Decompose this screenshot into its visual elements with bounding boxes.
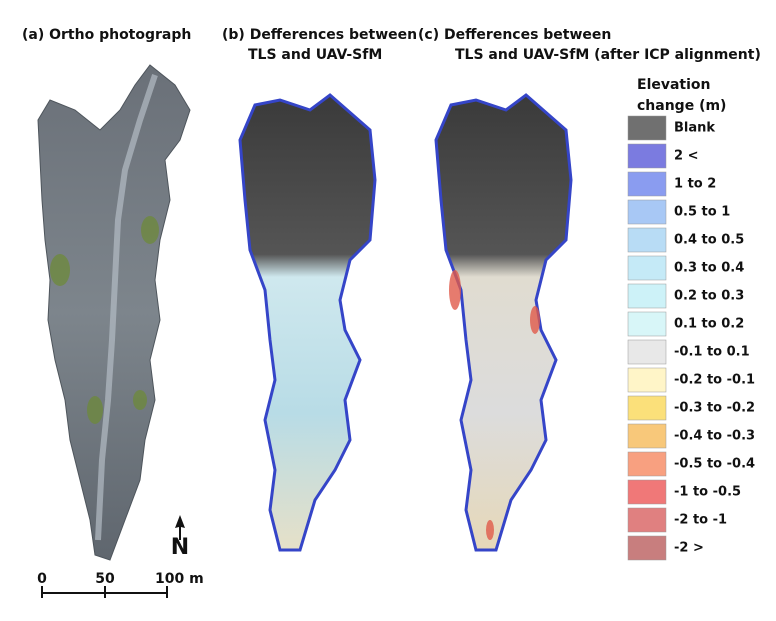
legend-label: -1 to -0.5: [674, 485, 741, 500]
legend-label: 1 to 2: [674, 177, 716, 192]
scale-label: 0: [37, 571, 47, 587]
legend-label: 0.1 to 0.2: [674, 317, 744, 332]
difference-map-icp: [434, 93, 573, 552]
legend-label: -0.3 to -0.2: [674, 401, 755, 416]
legend-swatch: [627, 367, 667, 393]
panel-title: (c) Defferences between: [418, 27, 611, 43]
erosion-spots: [449, 270, 540, 540]
legend-swatch: [627, 507, 667, 533]
legend-swatch: [627, 423, 667, 449]
legend-swatch: [627, 535, 667, 561]
panel-title: TLS and UAV-SfM: [248, 47, 382, 63]
ortho-vegetation: [50, 216, 159, 424]
legend-swatch: [627, 171, 667, 197]
panel-title: (a) Ortho photograph: [22, 27, 191, 43]
legend-label: 0.2 to 0.3: [674, 289, 744, 304]
panel-title: (b) Defferences between: [222, 27, 417, 43]
legend-label: -2 >: [674, 541, 704, 556]
legend-swatch: [627, 395, 667, 421]
legend-swatch: [627, 283, 667, 309]
scale-bar: [41, 586, 168, 598]
legend-swatch: [627, 339, 667, 365]
legend-label: Blank: [674, 121, 715, 136]
legend-label: 2 <: [674, 149, 698, 164]
difference-map: [238, 93, 377, 552]
legend-swatch: [627, 451, 667, 477]
legend-swatch: [627, 311, 667, 337]
legend-swatch: [627, 227, 667, 253]
legend-label: -0.1 to 0.1: [674, 345, 750, 360]
legend-title: change (m): [637, 98, 726, 114]
legend-swatch: [627, 199, 667, 225]
legend-swatch: [627, 255, 667, 281]
scale-label: 50: [95, 571, 115, 587]
panel-title: TLS and UAV-SfM (after ICP alignment): [455, 47, 761, 63]
legend: Elevation change (m) Blank 2 < 1 to 2 0.5 t…: [627, 77, 755, 561]
legend-label: -0.2 to -0.1: [674, 373, 755, 388]
ortho-river: [95, 74, 158, 541]
legend-label: -2 to -1: [674, 513, 727, 528]
legend-label: -0.5 to -0.4: [674, 457, 755, 472]
legend-swatch: [627, 143, 667, 169]
legend-label: 0.3 to 0.4: [674, 261, 744, 276]
legend-title: Elevation: [637, 77, 711, 93]
north-label: N: [171, 535, 189, 560]
panel-titles: (a) Ortho photograph (b) Defferences bet…: [22, 27, 761, 63]
legend-label: 0.5 to 1: [674, 205, 730, 220]
north-arrow: [175, 515, 185, 540]
legend-swatch: [627, 115, 667, 141]
legend-label: -0.4 to -0.3: [674, 429, 755, 444]
scale-label: 100 m: [155, 571, 204, 587]
legend-label: 0.4 to 0.5: [674, 233, 744, 248]
legend-swatch: [627, 479, 667, 505]
